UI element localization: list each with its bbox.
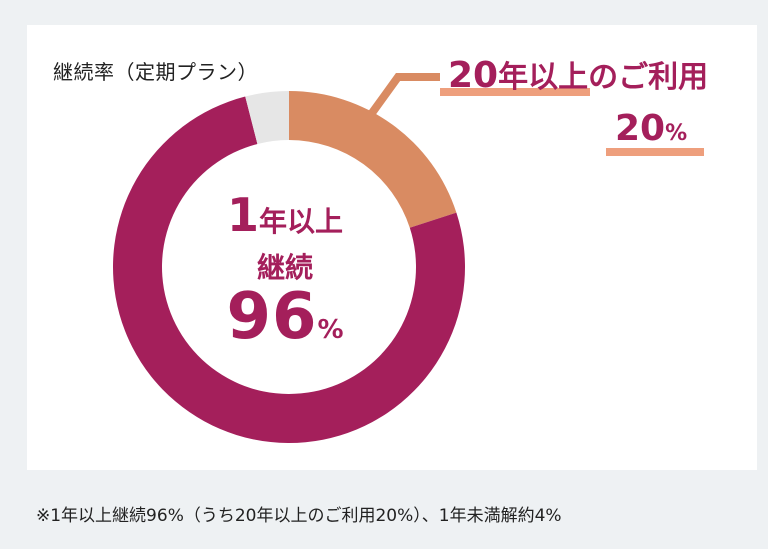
annotation-label: 20年以上のご利用 bbox=[448, 52, 708, 96]
annotation-label-highlight bbox=[440, 88, 590, 96]
center-value-unit: % bbox=[317, 315, 344, 345]
center-label-years: 1年以上 bbox=[205, 188, 365, 242]
chart-title: 継続率（定期プラン） bbox=[53, 60, 258, 84]
footnote: ※1年以上継続96%（うち20年以上のご利用20%）、1年未満解約4% bbox=[36, 506, 562, 526]
center-years-number: 1 bbox=[226, 188, 259, 242]
center-value-number: 96 bbox=[226, 280, 318, 354]
center-value: 96% bbox=[205, 280, 365, 354]
annotation-value-number: 20 bbox=[615, 108, 666, 149]
annotation-label-text: 年以上のご利用 bbox=[498, 60, 709, 95]
pie-slice-3 bbox=[245, 91, 289, 144]
center-label-continued: 継続 bbox=[256, 251, 313, 284]
annotation-label-number: 20 bbox=[448, 55, 499, 96]
center-years-text: 年以上 bbox=[259, 205, 344, 238]
annotation-value-highlight bbox=[606, 148, 704, 156]
annotation-value: 20% bbox=[615, 108, 687, 149]
pie-slice-1 bbox=[289, 91, 457, 228]
annotation-value-unit: % bbox=[665, 121, 688, 146]
